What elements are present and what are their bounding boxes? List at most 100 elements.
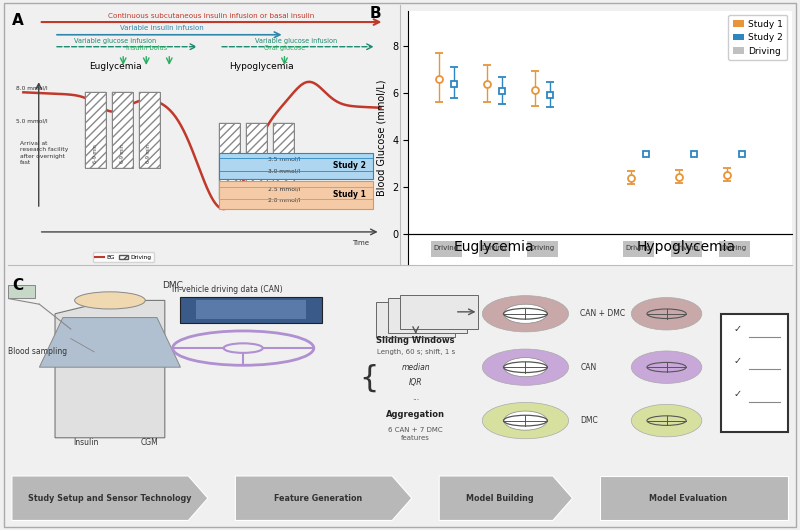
Text: Insulin: Insulin <box>74 438 99 447</box>
Text: ...: ... <box>412 393 419 402</box>
Text: Driving: Driving <box>722 245 747 251</box>
Text: 5 min: 5 min <box>227 180 232 194</box>
Polygon shape <box>12 476 208 520</box>
Text: DMC: DMC <box>580 416 598 425</box>
Text: CAN: CAN <box>580 363 597 372</box>
Bar <box>430 242 462 257</box>
Text: Study Setup and Sensor Technology: Study Setup and Sensor Technology <box>28 494 192 502</box>
Bar <box>400 295 478 329</box>
Text: Variable insulin infusion: Variable insulin infusion <box>120 25 203 31</box>
Text: Model Building: Model Building <box>466 494 534 502</box>
Text: Euglycemia: Euglycemia <box>90 62 142 71</box>
Text: Driving: Driving <box>530 245 555 251</box>
Bar <box>273 122 294 199</box>
Text: 6-9 min: 6-9 min <box>93 145 98 163</box>
Bar <box>196 301 306 320</box>
Text: Feature Generation: Feature Generation <box>274 494 362 502</box>
Text: Oral glucose: Oral glucose <box>264 45 305 51</box>
Ellipse shape <box>482 349 569 385</box>
Text: Blood sampling: Blood sampling <box>8 348 67 356</box>
Text: {: { <box>359 364 378 393</box>
Bar <box>85 92 106 169</box>
Legend: BG, Driving: BG, Driving <box>93 252 154 262</box>
Bar <box>219 122 240 199</box>
Text: C: C <box>12 278 23 293</box>
Text: 8.0 mmol/l: 8.0 mmol/l <box>16 86 47 91</box>
Bar <box>246 122 267 199</box>
Text: 2.5 mmol/l: 2.5 mmol/l <box>268 186 301 191</box>
Polygon shape <box>55 301 165 438</box>
Text: Driving: Driving <box>674 245 699 251</box>
Text: 5.0 mmol/l: 5.0 mmol/l <box>16 119 47 124</box>
Bar <box>85 92 106 169</box>
Ellipse shape <box>631 404 702 437</box>
Bar <box>219 153 373 179</box>
Text: ✓: ✓ <box>734 324 742 334</box>
Polygon shape <box>39 317 181 367</box>
Polygon shape <box>600 476 788 520</box>
Bar <box>671 242 702 257</box>
Text: 6 CAN + 7 DMC
features: 6 CAN + 7 DMC features <box>388 427 443 441</box>
Bar <box>526 242 558 257</box>
Text: CGM: CGM <box>140 438 158 447</box>
Bar <box>181 297 322 323</box>
Text: Insulin bolus: Insulin bolus <box>126 45 167 51</box>
Text: IQR: IQR <box>409 378 422 387</box>
Text: 3.0 mmol/l: 3.0 mmol/l <box>268 169 301 173</box>
Text: 3.5 mmol/l: 3.5 mmol/l <box>268 157 301 162</box>
Text: Model Evaluation: Model Evaluation <box>649 494 727 502</box>
Text: B: B <box>370 5 382 21</box>
Ellipse shape <box>504 411 547 430</box>
Bar <box>112 92 133 169</box>
Bar <box>722 314 788 432</box>
Text: Time: Time <box>352 240 369 245</box>
Circle shape <box>74 292 146 309</box>
Bar <box>8 285 35 298</box>
Bar <box>138 92 160 169</box>
Text: median: median <box>402 363 430 372</box>
Text: Driving: Driving <box>482 245 507 251</box>
Bar <box>219 122 240 199</box>
Ellipse shape <box>482 402 569 439</box>
Text: Driving: Driving <box>626 245 651 251</box>
Polygon shape <box>235 476 412 520</box>
Ellipse shape <box>504 304 547 323</box>
Text: Study 2: Study 2 <box>334 161 366 170</box>
Bar <box>719 242 750 257</box>
Text: DMC: DMC <box>162 281 183 290</box>
Text: ✓: ✓ <box>734 357 742 366</box>
Text: Aggregation: Aggregation <box>386 410 445 419</box>
Bar <box>246 122 267 199</box>
Bar <box>273 122 294 199</box>
Bar <box>623 242 654 257</box>
Text: Hypoglycemia: Hypoglycemia <box>229 62 294 71</box>
Bar <box>388 298 466 333</box>
Text: 5 min: 5 min <box>281 180 286 194</box>
Text: 5 min: 5 min <box>254 180 259 194</box>
Text: Study 1: Study 1 <box>334 190 366 199</box>
Text: Arrival at
research facility
after overnight
fast: Arrival at research facility after overn… <box>19 140 68 165</box>
Text: 6-9 min: 6-9 min <box>119 145 125 163</box>
Ellipse shape <box>631 351 702 383</box>
Text: Driving: Driving <box>434 245 459 251</box>
Polygon shape <box>439 476 573 520</box>
Text: In-vehicle driving data (CAN): In-vehicle driving data (CAN) <box>172 285 283 294</box>
Ellipse shape <box>631 297 702 330</box>
Bar <box>478 242 510 257</box>
Text: ✓: ✓ <box>734 389 742 399</box>
Bar <box>219 181 373 209</box>
Text: A: A <box>12 13 23 28</box>
Ellipse shape <box>482 296 569 332</box>
Text: 2.0 mmol/l: 2.0 mmol/l <box>268 198 301 202</box>
Ellipse shape <box>504 358 547 377</box>
Text: Continuous subcutaneous insulin infusion or basal insulin: Continuous subcutaneous insulin infusion… <box>108 13 314 19</box>
Text: Sliding Windows: Sliding Windows <box>377 335 455 344</box>
Text: 6-9 min: 6-9 min <box>146 145 151 163</box>
Bar <box>377 302 455 337</box>
Legend: Study 1, Study 2, Driving: Study 1, Study 2, Driving <box>728 15 787 60</box>
Text: Length, 60 s; shift, 1 s: Length, 60 s; shift, 1 s <box>377 349 455 355</box>
Text: Variable glucose infusion: Variable glucose infusion <box>255 38 337 43</box>
Y-axis label: Blood Glucose (mmol/L): Blood Glucose (mmol/L) <box>377 80 386 196</box>
Text: CAN + DMC: CAN + DMC <box>580 310 626 318</box>
Bar <box>112 92 133 169</box>
